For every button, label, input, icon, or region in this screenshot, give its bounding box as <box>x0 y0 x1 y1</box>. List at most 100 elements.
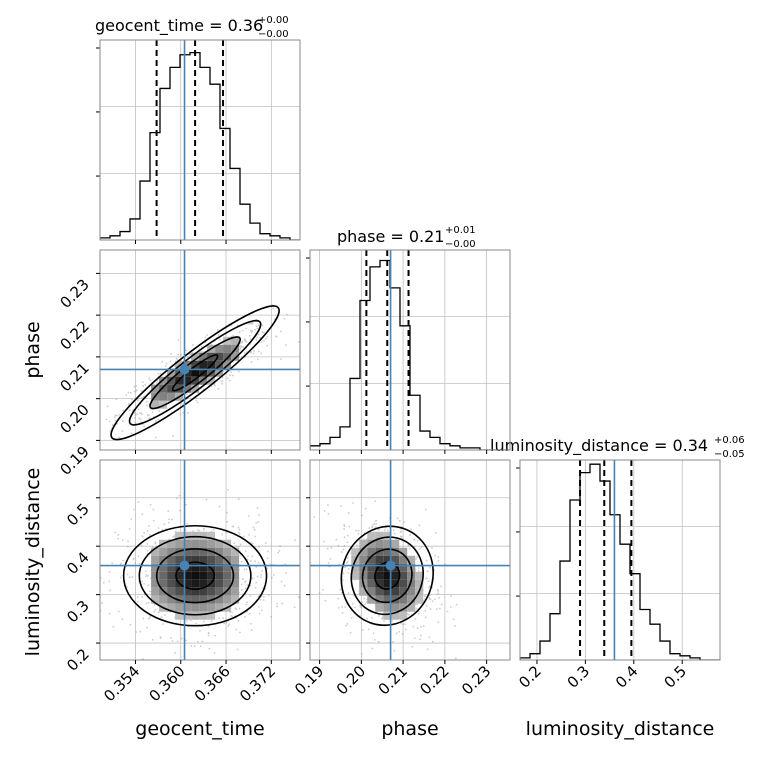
density-cell <box>159 563 168 572</box>
scatter-point <box>398 519 401 522</box>
density-cell <box>215 595 224 604</box>
density-cell <box>183 603 192 612</box>
scatter-point <box>392 529 395 532</box>
scatter-point <box>429 598 432 601</box>
scatter-point <box>147 574 150 577</box>
scatter-point <box>375 522 378 525</box>
scatter-point <box>223 622 226 625</box>
scatter-point <box>167 510 170 512</box>
scatter-point <box>403 521 406 523</box>
scatter-point <box>408 547 411 550</box>
scatter-point <box>158 410 161 412</box>
scatter-point <box>185 619 188 622</box>
scatter-point <box>272 307 275 310</box>
scatter-point <box>196 640 199 643</box>
density-cell <box>175 587 184 596</box>
scatter-point <box>134 421 137 424</box>
scatter-point <box>114 414 117 417</box>
scatter-point <box>337 544 340 547</box>
scatter-point <box>186 412 189 415</box>
density-blocks <box>151 531 240 620</box>
xlabel-phase: phase <box>381 718 438 740</box>
scatter-point <box>258 546 261 549</box>
scatter-point <box>286 313 288 316</box>
density-cell <box>223 563 232 572</box>
density-cell <box>151 384 160 393</box>
density-cell <box>167 555 176 564</box>
panel-luminosity_distance-geocent_time: 0.354 0.360 0.366 0.372 0.2 0.3 0.4 0.5 <box>63 459 301 705</box>
scatter-point <box>153 603 156 606</box>
scatter-point <box>170 352 172 355</box>
scatter-point <box>326 504 329 507</box>
scatter-point <box>214 634 217 637</box>
panel-frame <box>99 39 301 241</box>
scatter-point <box>153 610 155 613</box>
scatter-point <box>237 498 240 501</box>
scatter-point <box>266 335 269 338</box>
x-tick-label: 0.23 <box>458 662 494 698</box>
scatter-point <box>257 324 260 327</box>
scatter-point <box>131 398 133 401</box>
scatter-point <box>196 529 199 532</box>
y-tick-label: 0.5 <box>63 500 93 530</box>
scatter-point <box>347 512 350 514</box>
density-cell <box>215 587 224 596</box>
scatter-point <box>248 334 251 337</box>
scatter-point <box>105 418 108 421</box>
density-cell <box>407 595 416 604</box>
density-cell <box>215 539 224 548</box>
scatter-point <box>304 490 306 492</box>
density-cell <box>199 611 208 620</box>
scatter-point <box>149 503 152 506</box>
scatter-point <box>145 575 147 578</box>
scatter-point <box>146 530 149 532</box>
panel-phase-phase <box>306 249 511 454</box>
scatter-point <box>371 647 374 650</box>
scatter-point <box>347 556 349 559</box>
scatter-point <box>251 577 254 580</box>
scatter-point <box>177 339 180 341</box>
density-cell <box>223 344 232 353</box>
scatter-point <box>242 578 244 581</box>
scatter-point <box>414 617 417 620</box>
scatter-point <box>330 546 333 549</box>
density-cell <box>391 579 400 588</box>
scatter-point <box>341 611 344 614</box>
scatter-point <box>221 380 224 383</box>
scatter-point <box>381 617 384 620</box>
scatter-point <box>342 572 345 575</box>
scatter-point <box>157 611 160 614</box>
density-cell <box>351 571 360 580</box>
scatter-point <box>207 625 210 628</box>
y-tick-label: 0.20 <box>56 401 92 437</box>
scatter-point <box>221 376 224 379</box>
density-cell <box>375 563 384 572</box>
scatter-point <box>256 336 259 339</box>
scatter-point <box>242 346 244 348</box>
scatter-point <box>148 377 150 380</box>
density-cell <box>183 376 192 385</box>
scatter-point <box>344 606 347 608</box>
scatter-point <box>371 526 373 529</box>
scatter-point <box>113 416 116 419</box>
title-phase: phase = 0.21 <box>337 227 444 246</box>
scatter-point <box>454 657 457 660</box>
scatter-point <box>375 519 378 522</box>
scatter-point <box>415 603 418 606</box>
scatter-point <box>294 539 297 542</box>
density-cell <box>367 555 376 564</box>
density-cell <box>383 547 392 556</box>
density-cell <box>151 547 160 556</box>
scatter-point <box>239 348 241 351</box>
scatter-point <box>168 518 171 521</box>
scatter-point <box>350 617 353 619</box>
scatter-point <box>337 597 340 600</box>
density-cell <box>359 587 368 596</box>
scatter-point <box>429 566 432 569</box>
density-cell <box>159 384 168 393</box>
scatter-point <box>176 497 178 500</box>
scatter-point <box>427 580 430 583</box>
title-phase-sup: +0.01 <box>445 225 476 236</box>
scatter-point <box>437 621 440 624</box>
density-cell <box>383 587 392 596</box>
